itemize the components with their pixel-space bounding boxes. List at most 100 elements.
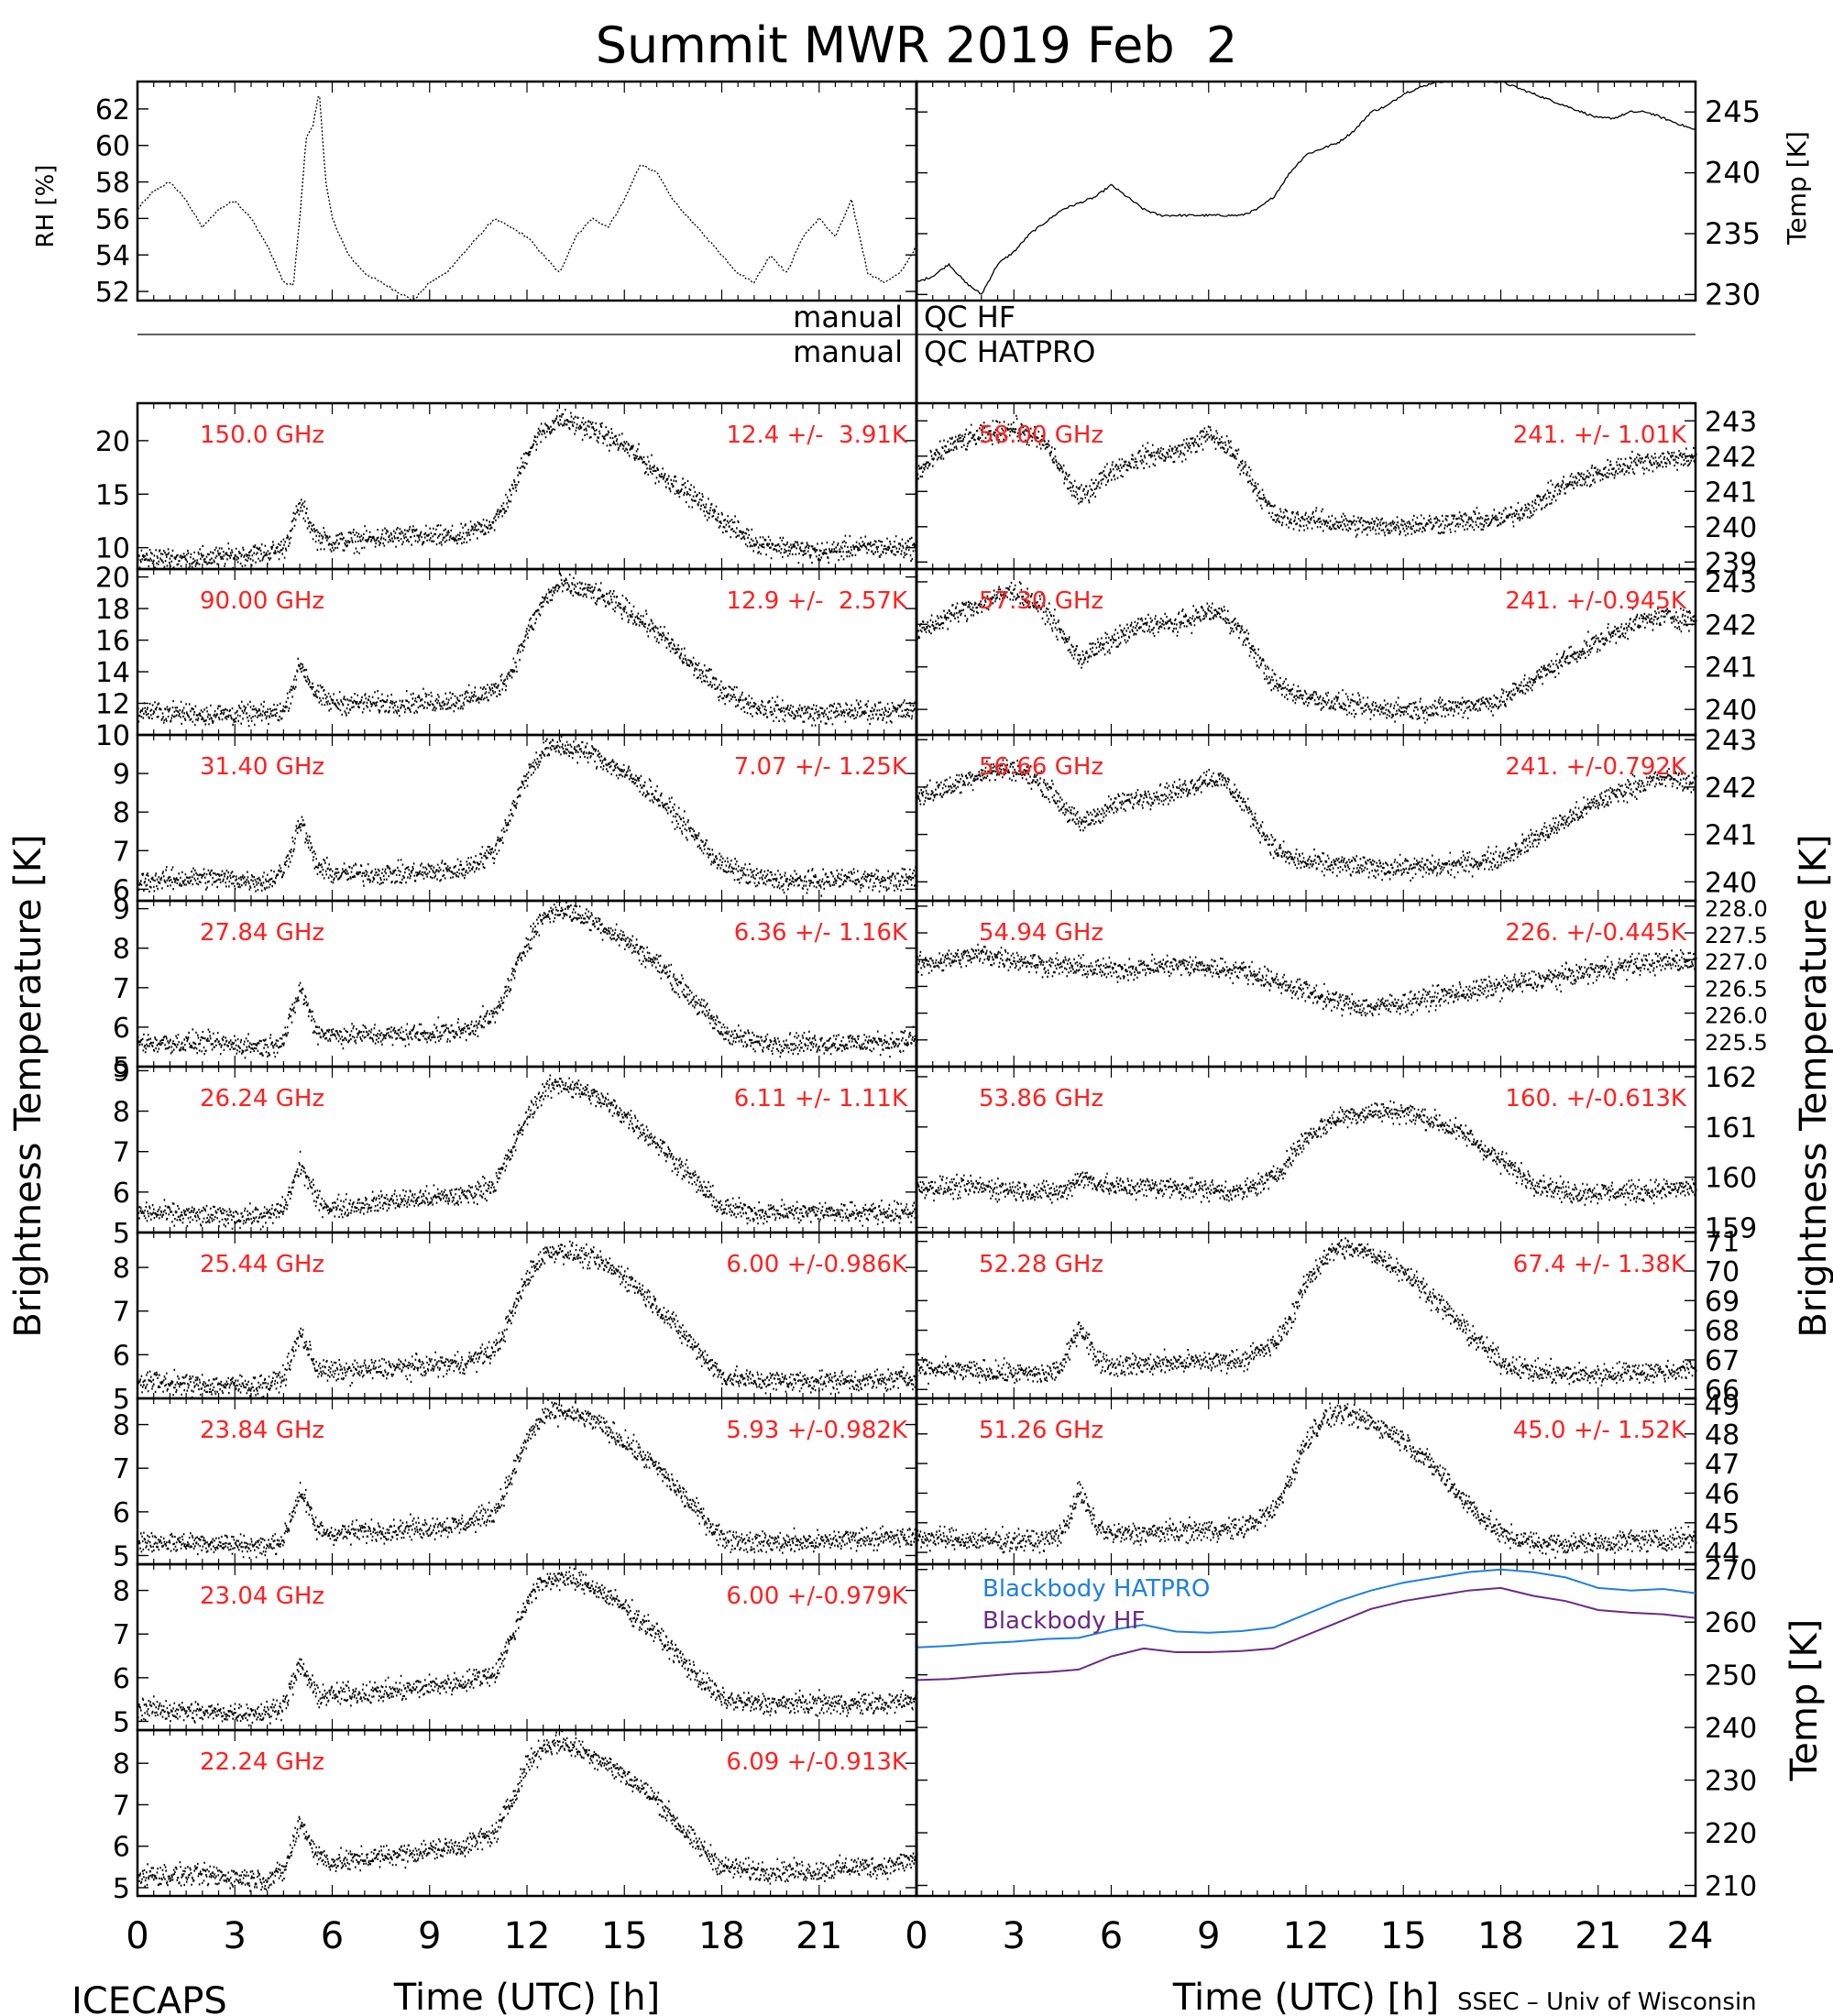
- y-tick-label: 69: [1705, 1286, 1740, 1318]
- xlabel-left: Time (UTC) [h]: [393, 1977, 660, 2016]
- y-tick-label: 7: [113, 836, 130, 868]
- frequency-label: 58.00 GHz: [979, 422, 1103, 449]
- y-tick-label: 58: [95, 168, 130, 200]
- qc-hatpro-right: QC HATPRO: [924, 334, 1095, 369]
- y-tick-label: 228.0: [1705, 896, 1768, 922]
- y-tick-label: 7: [113, 1137, 130, 1169]
- stat-label: 67.4 +/- 1.38K: [1513, 1251, 1687, 1278]
- series-line: [916, 81, 1696, 295]
- series-23.04: [137, 1566, 918, 1726]
- y-tick-label: 242: [1705, 609, 1757, 641]
- y-tick-label: 5: [113, 1873, 130, 1905]
- panel-temp: 230 235 240 245: [915, 80, 1761, 312]
- xlabel-right: Time (UTC) [h]: [1172, 1977, 1439, 2016]
- frequency-label: 57.30 GHz: [979, 587, 1103, 615]
- stat-label: 45.0 +/- 1.52K: [1513, 1417, 1687, 1444]
- y-tick-label: 241: [1705, 477, 1757, 509]
- y-tick-label: 8: [113, 797, 130, 829]
- y-tick-label: 162: [1705, 1062, 1757, 1094]
- series-line: [137, 94, 917, 301]
- panel-frame: [136, 80, 918, 302]
- series-27.84: [137, 900, 918, 1059]
- x-tick-label: 15: [601, 1915, 648, 1957]
- y-tick-label: 210: [1705, 1871, 1757, 1903]
- y-tick-label: 10: [95, 720, 130, 752]
- y-tick-label: 230: [1705, 277, 1761, 312]
- y-tick-label: 8: [113, 1097, 130, 1129]
- y-tick-label: 20: [95, 563, 130, 595]
- panel-22.24: 5 6 7 8 22.24 GHz 6.09 +/-0.913K: [113, 1728, 918, 1905]
- stat-label: 5.93 +/-0.982K: [726, 1417, 908, 1444]
- y-tick-label: 240: [1705, 1713, 1757, 1745]
- y-tick-label: 8: [113, 1748, 130, 1780]
- y-tick-label: 66: [1705, 1375, 1740, 1407]
- bb-temp-ylabel: Temp [K]: [1784, 1619, 1826, 1782]
- series-53.86: [916, 1100, 1697, 1206]
- y-tick-label: 7: [113, 1790, 130, 1822]
- panel-23.84: 5 6 7 8 23.84 GHz 5.93 +/-0.982K: [113, 1397, 918, 1572]
- series-23.84: [137, 1398, 918, 1560]
- y-tick-label: 230: [1705, 1766, 1757, 1798]
- y-tick-label: 6: [113, 874, 130, 906]
- y-tick-label: 20: [95, 426, 130, 458]
- x-tick-label: 6: [1100, 1915, 1123, 1957]
- x-tick-label: 24: [1667, 1915, 1714, 1957]
- y-tick-label: 60: [95, 131, 130, 163]
- y-tick-label: 70: [1705, 1256, 1740, 1288]
- qc-hatpro-left: manual: [793, 334, 903, 369]
- stat-label: 6.11 +/- 1.11K: [734, 1085, 908, 1112]
- y-tick-label: 6: [113, 1340, 130, 1372]
- y-tick-label: 227.0: [1705, 949, 1768, 975]
- stat-label: 241. +/-0.792K: [1505, 753, 1687, 781]
- series-25.44: [137, 1240, 918, 1399]
- y-tick-label: 48: [1705, 1419, 1740, 1452]
- y-tick-label: 67: [1705, 1345, 1740, 1377]
- panel-blackbody: 210 220 230 240 250 260 270 Blackbody HATPRO Bla…: [915, 1555, 1757, 1903]
- y-tick-label: 227.5: [1705, 923, 1768, 948]
- y-tick-label: 6: [113, 1663, 130, 1695]
- y-tick-label: 6: [113, 1178, 130, 1210]
- series-22.24: [137, 1730, 918, 1892]
- y-tick-label: 7: [113, 1619, 130, 1651]
- y-tick-label: 44: [1705, 1538, 1740, 1570]
- y-tick-label: 5: [113, 1218, 130, 1250]
- frequency-label: 54.94 GHz: [979, 919, 1103, 947]
- y-tick-label: 49: [1705, 1389, 1740, 1421]
- y-tick-label: 242: [1705, 442, 1757, 474]
- y-tick-label: 225.5: [1705, 1030, 1768, 1056]
- y-tick-label: 47: [1705, 1449, 1740, 1481]
- y-tick-label: 6: [113, 1013, 130, 1045]
- stat-label: 12.4 +/- 3.91K: [726, 422, 908, 449]
- stat-label: 6.00 +/-0.986K: [726, 1251, 908, 1278]
- x-tick-label: 15: [1380, 1915, 1427, 1957]
- frequency-label: 23.84 GHz: [200, 1417, 324, 1444]
- y-tick-label: 62: [95, 94, 130, 126]
- right-ylabel: Brightness Temperature [K]: [1793, 834, 1833, 1337]
- y-tick-label: 46: [1705, 1478, 1740, 1510]
- panel-26.24: 5 6 7 8 9 26.24 GHz 6.11 +/- 1.11K: [113, 1056, 918, 1250]
- x-tick-label: 3: [224, 1915, 247, 1957]
- x-tick-label: 0: [126, 1915, 148, 1957]
- frequency-label: 22.24 GHz: [200, 1748, 324, 1776]
- y-tick-label: 240: [1705, 156, 1761, 191]
- y-tick-label: 18: [95, 594, 130, 626]
- footer-right: SSEC – Univ of Wisconsin: [1457, 1989, 1757, 2016]
- frequency-label: 52.28 GHz: [979, 1251, 1103, 1278]
- y-tick-label: 9: [113, 759, 130, 791]
- panel-53.86: 159 160 161 162 53.86 GHz 160. +/-0.613K: [915, 1062, 1757, 1245]
- frequency-label: 90.00 GHz: [200, 587, 324, 615]
- y-tick-label: 52: [95, 277, 130, 309]
- legend-label: Blackbody HATPRO: [982, 1575, 1210, 1603]
- y-tick-label: 6: [113, 1832, 130, 1864]
- y-tick-label: 270: [1705, 1555, 1757, 1587]
- y-tick-label: 161: [1705, 1112, 1757, 1145]
- series-54.94: [916, 943, 1697, 1017]
- y-tick-label: 5: [113, 1540, 130, 1572]
- frequency-label: 31.40 GHz: [200, 753, 324, 781]
- temp-ylabel: Temp [K]: [1782, 131, 1812, 246]
- stat-label: 7.07 +/- 1.25K: [734, 753, 908, 781]
